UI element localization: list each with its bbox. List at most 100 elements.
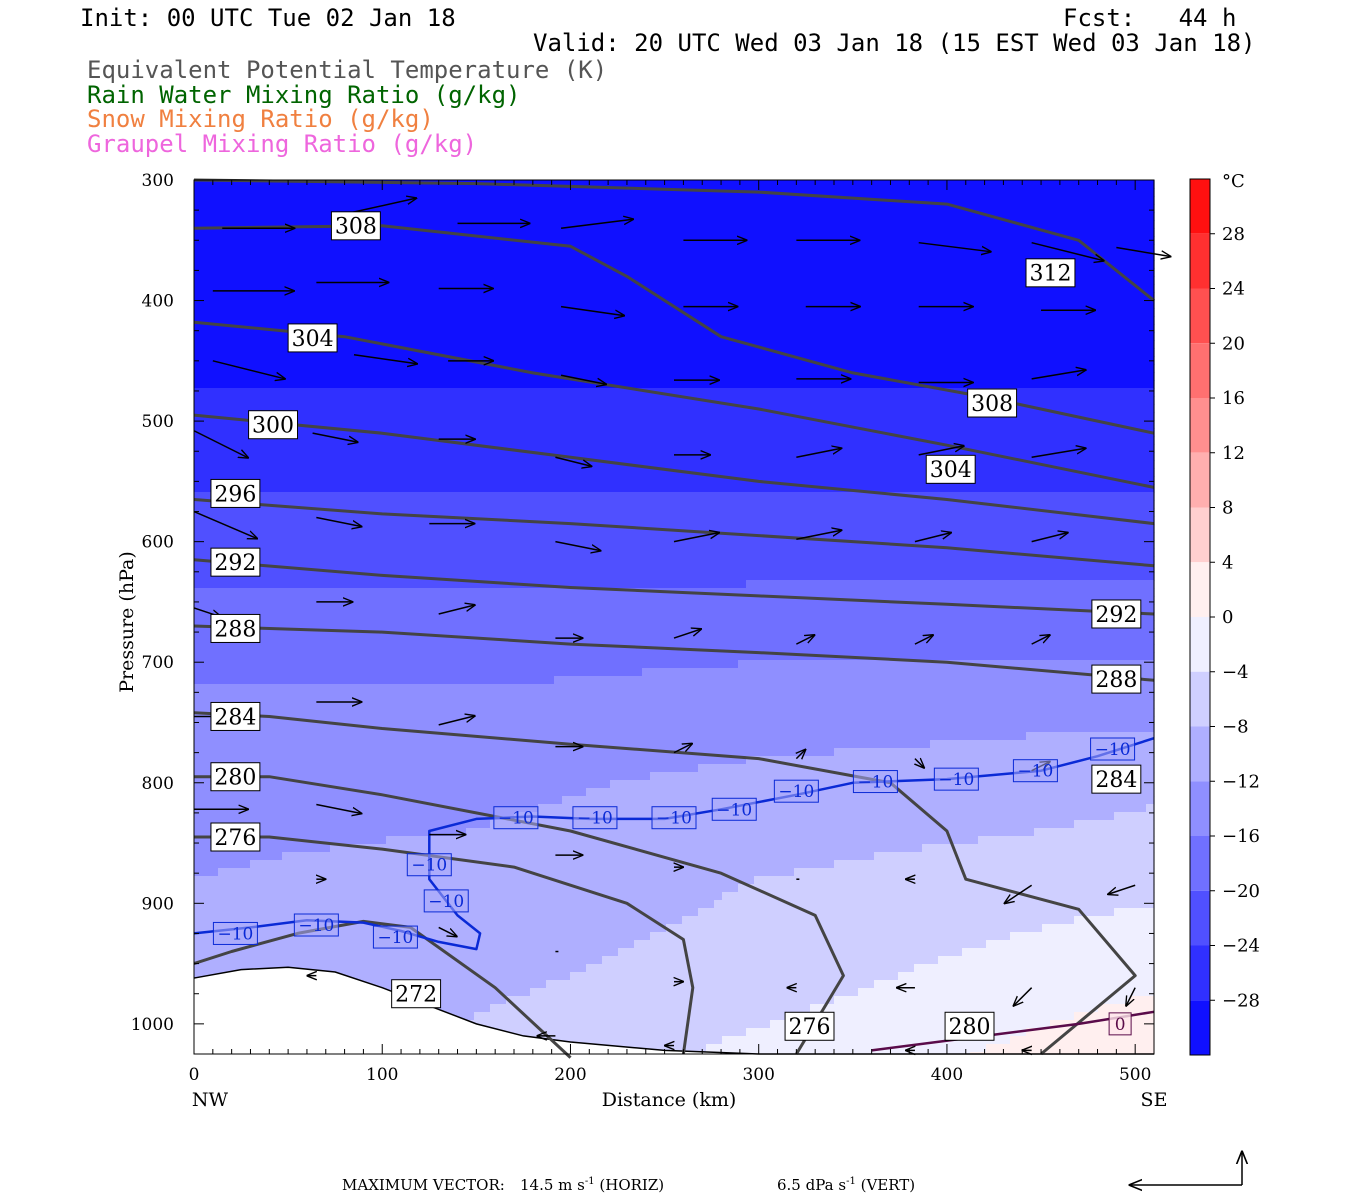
temperature-cell [266,596,275,605]
temperature-cell [466,900,475,909]
temperature-cell [514,916,523,925]
temperature-cell [458,188,467,197]
temperature-cell [290,692,299,701]
temperature-cell [554,356,563,365]
temperature-cell [426,612,435,621]
temperature-cell [498,604,507,613]
temperature-cell [202,724,211,733]
temperature-cell [418,924,427,933]
temperature-cell [226,596,235,605]
temperature-cell [218,956,227,965]
temperature-cell [378,740,387,749]
temperature-cell [330,492,339,501]
temperature-cell [490,828,499,837]
temperature-cell [234,524,243,533]
temperature-cell [522,716,531,725]
temperature-cell [530,380,539,389]
temperature-cell [410,900,419,909]
temperature-cell [410,420,419,429]
temperature-cell [466,364,475,373]
temperature-cell [354,548,363,557]
temperature-cell [466,764,475,773]
temperature-cell [498,212,507,221]
temperature-cell [242,188,251,197]
temperature-cell [282,924,291,933]
temperature-cell [450,428,459,437]
temperature-cell [202,588,211,597]
temperature-cell [322,404,331,413]
temperature-cell [290,908,299,917]
temperature-cell [394,780,403,789]
temperature-cell [202,924,211,933]
temperature-cell [538,588,547,597]
temperature-cell [490,500,499,509]
temperature-cell [466,692,475,701]
temperature-cell [514,212,523,221]
temperature-cell [322,580,331,589]
temperature-cell [274,364,283,373]
temperature-cell [314,732,323,741]
temperature-cell [234,644,243,653]
temperature-cell [514,788,523,797]
temperature-cell [194,812,203,821]
temperature-cell [450,812,459,821]
temperature-cell [474,812,483,821]
temperature-cell [298,532,307,541]
temperature-cell [258,444,267,453]
temperature-cell [314,772,323,781]
temperature-cell [242,508,251,517]
temperature-cell [282,700,291,709]
temperature-cell [538,988,547,997]
temperature-cell [482,980,491,989]
temperature-cell [506,540,515,549]
temperature-cell [522,476,531,485]
temperature-cell [346,900,355,909]
temperature-cell [202,460,211,469]
temperature-cell [482,740,491,749]
temperature-cell [514,540,523,549]
temperature-cell [346,588,355,597]
temperature-cell [482,780,491,789]
temperature-cell [410,516,419,525]
temperature-cell [530,852,539,861]
temperature-cell [218,292,227,301]
temperature-cell [346,460,355,469]
temperature-cell [442,356,451,365]
temperature-cell [258,788,267,797]
temperature-cell [514,188,523,197]
temperature-cell [322,740,331,749]
temperature-cell [450,460,459,469]
temperature-cell [498,652,507,661]
temperature-cell [474,612,483,621]
temperature-cell [490,948,499,957]
temperature-cell [274,308,283,317]
temperature-cell [442,492,451,501]
temperature-cell [346,580,355,589]
temperature-cell [354,532,363,541]
temperature-cell [282,404,291,413]
temperature-cell [314,668,323,677]
temperature-cell [194,484,203,493]
temperature-cell [218,260,227,269]
temperature-cell [194,652,203,661]
temperature-cell [282,756,291,765]
temperature-cell [474,580,483,589]
temperature-cell [242,332,251,341]
temperature-cell [298,748,307,757]
temperature-cell [442,468,451,477]
temperature-cell [410,892,419,901]
temperature-cell [538,804,547,813]
temperature-cell [394,236,403,245]
temperature-cell [290,228,299,237]
temperature-cell [434,388,443,397]
temperature-cell [346,908,355,917]
temperature-cell [394,252,403,261]
temperature-cell [330,900,339,909]
temperature-cell [242,372,251,381]
temperature-cell [386,244,395,253]
temperature-cell [282,948,291,957]
temperature-cell [362,244,371,253]
temperature-cell [426,620,435,629]
temperature-cell [250,868,259,877]
temperature-cell [370,340,379,349]
